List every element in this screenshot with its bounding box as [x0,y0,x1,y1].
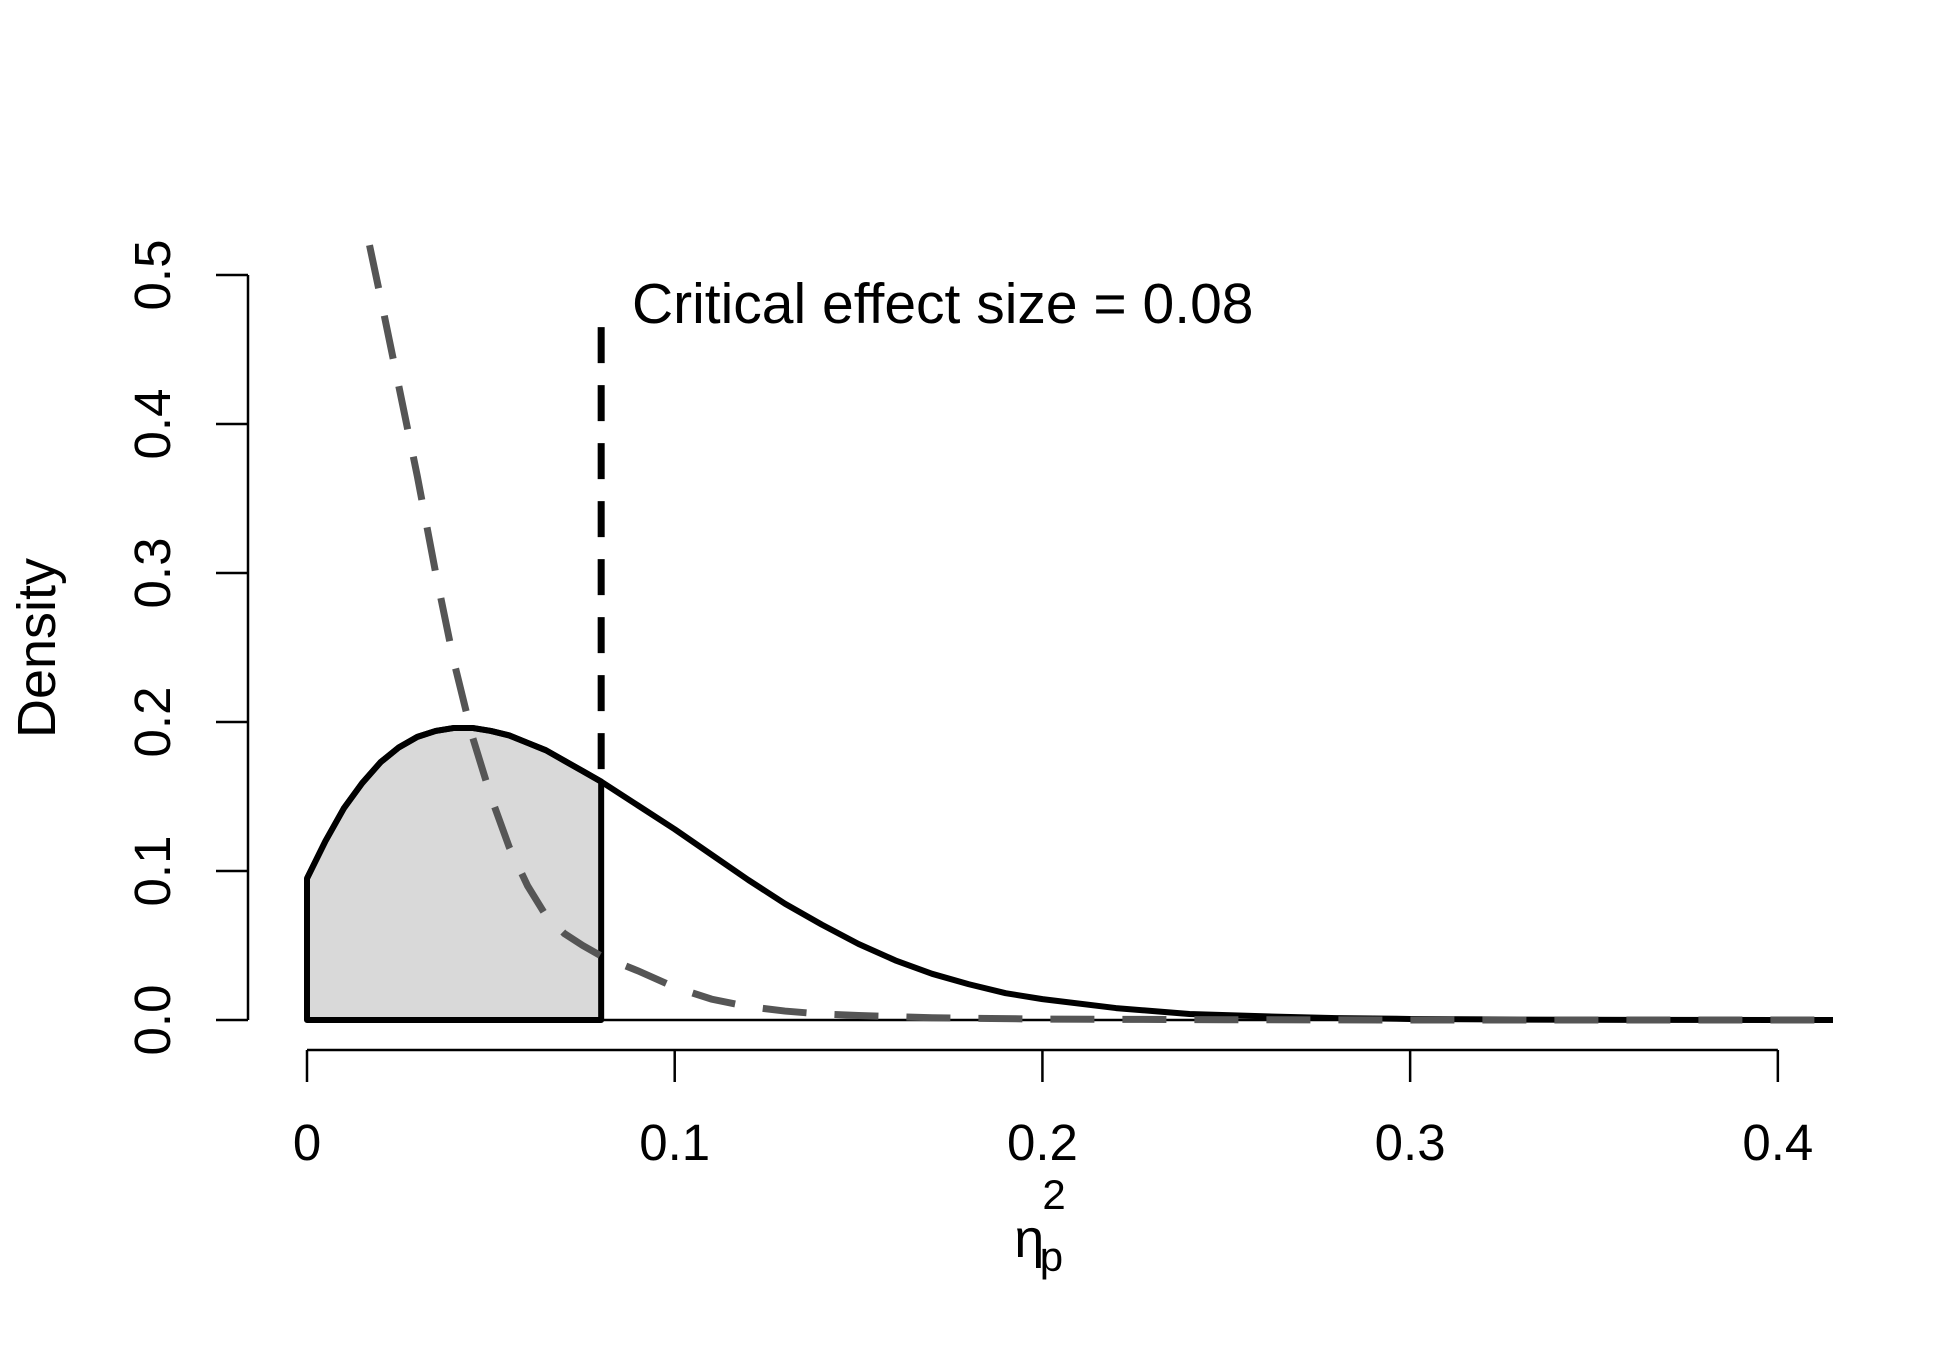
y-tick-label: 0.5 [124,240,181,311]
solid-density-curve [304,724,1834,1023]
y-axis-label: Density [7,558,67,738]
y-tick-label: 0.3 [124,538,181,609]
y-tick-label: 0.2 [124,687,181,758]
y-tick-label: 0.4 [124,389,181,460]
x-tick-label: 0.3 [1375,1114,1446,1171]
tick-labels-group: 0.0 0.1 0.2 0.3 0.4 0.5 0 0.1 0.2 0.3 0.4 [124,240,1813,1171]
shaded-region-group [304,724,605,1023]
x-axis-label-subscript: p [1040,1233,1063,1280]
series-group [304,244,1834,1024]
x-axis-label-superscript: 2 [1042,1171,1065,1218]
x-tick-label: 0.1 [639,1114,710,1171]
x-tick-label: 0.2 [1007,1114,1078,1171]
x-tick-label: 0.4 [1742,1114,1813,1171]
critical-effect-annotation: Critical effect size = 0.08 [632,272,1254,336]
x-axis-label: η2 p [1014,1171,1065,1280]
y-tick-label: 0.0 [124,985,181,1056]
shaded-area [304,724,605,1023]
dashed-density-curve [366,244,1833,1024]
x-tick-label: 0 [293,1114,321,1171]
x-axis-label-main: η [1014,1209,1044,1269]
y-tick-label: 0.1 [124,836,181,907]
